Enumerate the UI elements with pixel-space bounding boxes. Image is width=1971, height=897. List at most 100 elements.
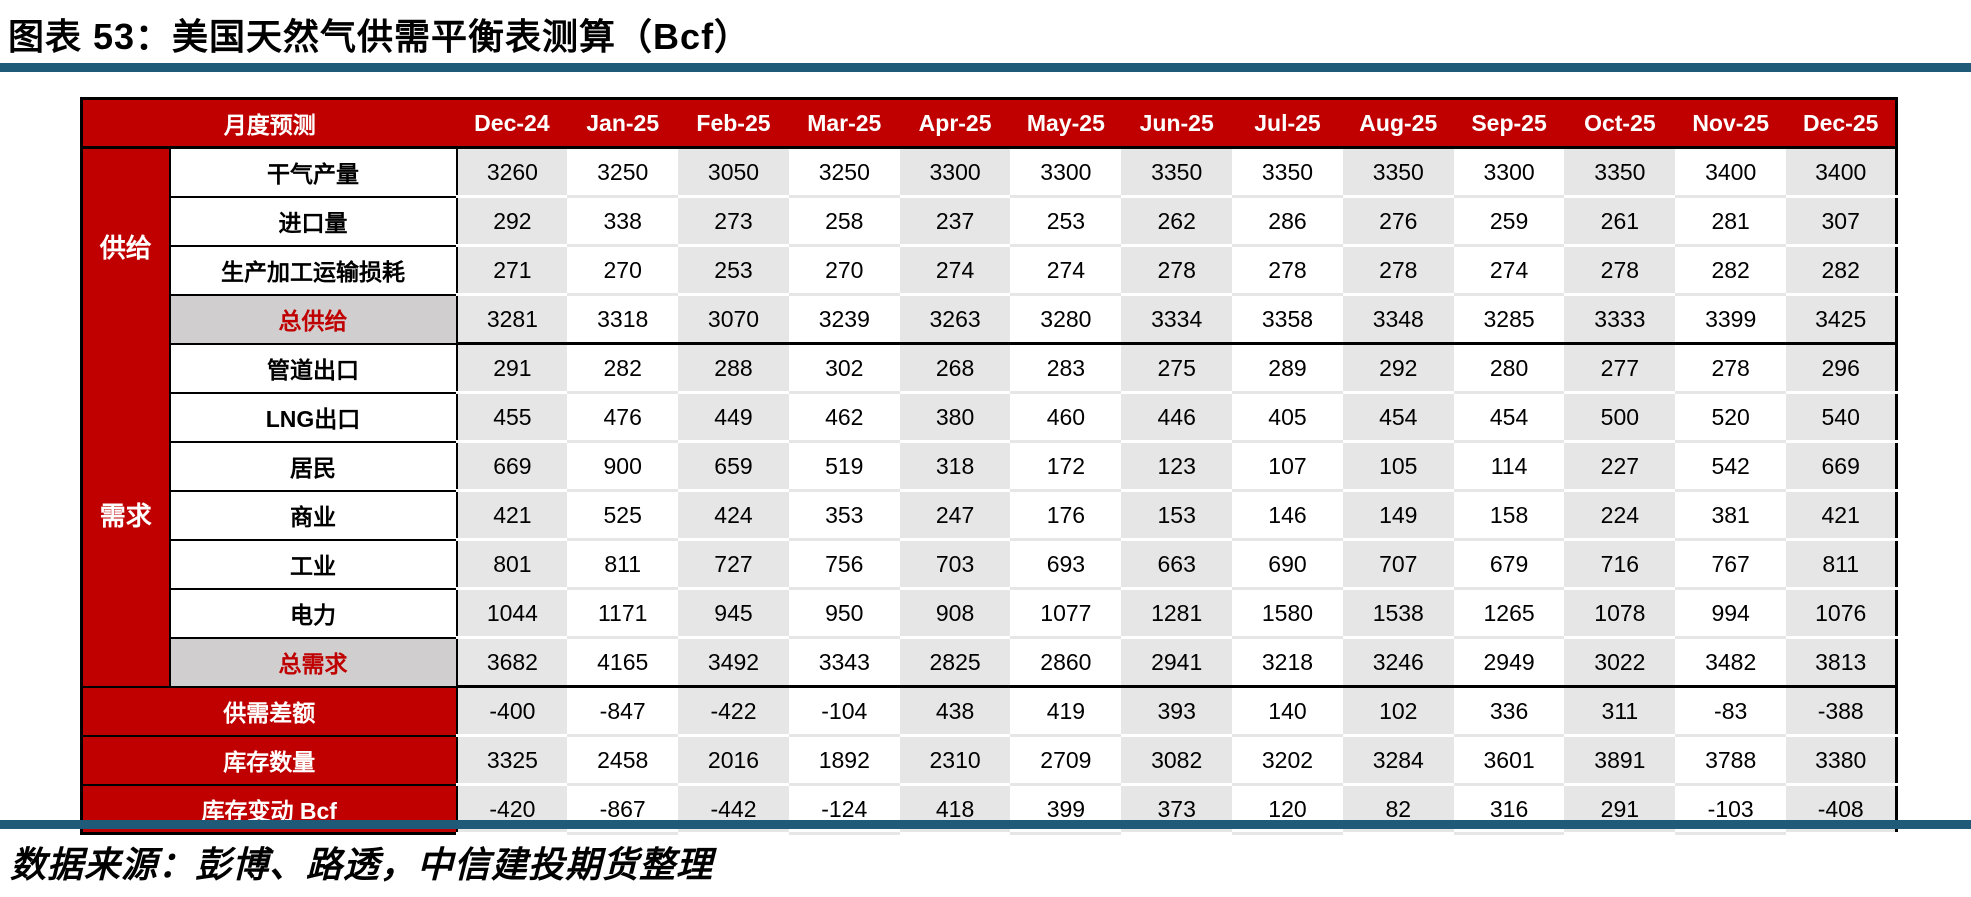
value-cell: 282 — [567, 342, 679, 394]
value-cell: 703 — [899, 539, 1011, 589]
value-cell: 273 — [678, 196, 789, 246]
value-cell: 3285 — [1453, 293, 1565, 345]
value-cell: 3050 — [678, 147, 789, 197]
value-cell: 454 — [1453, 391, 1565, 443]
value-cell: 2949 — [1453, 636, 1565, 688]
row-label-cell: LNG出口 — [168, 391, 458, 443]
value-cell: 172 — [1010, 440, 1122, 492]
value-cell: 3250 — [788, 146, 900, 198]
value-cell: 2825 — [899, 637, 1011, 688]
value-cell: -104 — [788, 685, 900, 737]
value-cell: 261 — [1564, 196, 1676, 246]
value-cell: 3601 — [1453, 734, 1565, 786]
total-row-label-cell: 总供给 — [168, 293, 458, 345]
total-row-label-cell: 总需求 — [168, 636, 458, 688]
month-header-cell: Oct-25 — [1564, 98, 1676, 149]
value-cell: 296 — [1786, 343, 1897, 393]
value-cell: 424 — [678, 490, 789, 540]
value-cell: 4165 — [567, 636, 679, 688]
row-label-cell: 电力 — [168, 587, 458, 639]
value-cell: 3891 — [1564, 735, 1676, 785]
value-cell: 3400 — [1675, 146, 1787, 198]
value-cell: 3218 — [1232, 636, 1343, 688]
value-cell: 500 — [1564, 392, 1676, 442]
month-header-cell: Feb-25 — [678, 98, 789, 149]
value-cell: 727 — [678, 539, 789, 589]
value-cell: 3492 — [678, 637, 789, 688]
value-cell: 292 — [1342, 343, 1454, 393]
value-cell: 338 — [567, 195, 679, 247]
value-cell: 476 — [567, 391, 679, 443]
value-cell: 3325 — [456, 735, 568, 785]
value-cell: 286 — [1232, 195, 1343, 247]
value-cell: 274 — [1453, 244, 1565, 296]
value-cell: 302 — [788, 342, 900, 394]
value-cell: 336 — [1453, 685, 1565, 737]
month-header-cell: Jun-25 — [1121, 98, 1233, 149]
value-cell: 140 — [1232, 685, 1343, 737]
value-cell: 176 — [1010, 489, 1122, 541]
value-cell: 3333 — [1564, 294, 1676, 345]
value-cell: 3350 — [1342, 147, 1454, 197]
value-cell: 146 — [1232, 489, 1343, 541]
value-cell: 3284 — [1342, 735, 1454, 785]
month-header-cell: Jul-25 — [1232, 98, 1343, 149]
value-cell: 3400 — [1786, 147, 1897, 197]
value-cell: 3300 — [1010, 146, 1122, 198]
value-cell: 421 — [1786, 490, 1897, 540]
value-cell: 3250 — [567, 146, 679, 198]
value-cell: 278 — [1342, 245, 1454, 295]
value-cell: 3300 — [1453, 146, 1565, 198]
value-cell: 1265 — [1453, 587, 1565, 639]
value-cell: -388 — [1786, 686, 1897, 736]
value-cell: 446 — [1121, 392, 1233, 442]
value-cell: 2458 — [567, 734, 679, 786]
value-cell: 2016 — [678, 735, 789, 785]
value-cell: 3334 — [1121, 294, 1233, 345]
value-cell: 277 — [1564, 343, 1676, 393]
value-cell: 811 — [1786, 539, 1897, 589]
value-cell: 3022 — [1564, 637, 1676, 688]
value-cell: 393 — [1121, 686, 1233, 736]
value-cell: 280 — [1453, 342, 1565, 394]
row-label-cell: 进口量 — [168, 195, 458, 247]
value-cell: 276 — [1342, 196, 1454, 246]
value-cell: 950 — [788, 587, 900, 639]
value-cell: 663 — [1121, 539, 1233, 589]
value-cell: 3246 — [1342, 637, 1454, 688]
value-cell: 278 — [1232, 244, 1343, 296]
value-cell: 900 — [567, 440, 679, 492]
value-cell: 707 — [1342, 539, 1454, 589]
value-cell: 716 — [1564, 539, 1676, 589]
value-cell: 756 — [788, 538, 900, 590]
value-cell: 3380 — [1786, 735, 1897, 785]
value-cell: 462 — [788, 391, 900, 443]
value-cell: 767 — [1675, 538, 1787, 590]
value-cell: 1580 — [1232, 587, 1343, 639]
value-cell: 454 — [1342, 392, 1454, 442]
value-cell: 438 — [899, 686, 1011, 736]
value-cell: 259 — [1453, 195, 1565, 247]
value-cell: 2860 — [1010, 636, 1122, 688]
value-cell: 693 — [1010, 538, 1122, 590]
value-cell: 1281 — [1121, 588, 1233, 638]
value-cell: 227 — [1564, 441, 1676, 491]
value-cell: 669 — [1786, 441, 1897, 491]
value-cell: 381 — [1675, 489, 1787, 541]
value-cell: 288 — [678, 343, 789, 393]
value-cell: 311 — [1564, 686, 1676, 736]
value-cell: 801 — [456, 539, 568, 589]
value-cell: 3813 — [1786, 637, 1897, 688]
value-cell: 278 — [1675, 342, 1787, 394]
row-label-cell: 生产加工运输损耗 — [168, 244, 458, 296]
value-cell: 994 — [1675, 587, 1787, 639]
month-header-cell: Jan-25 — [567, 98, 679, 149]
value-cell: 1078 — [1564, 588, 1676, 638]
value-cell: 419 — [1010, 685, 1122, 737]
value-cell: 519 — [788, 440, 900, 492]
figure-title: 图表 53：美国天然气供需平衡表测算（Bcf） — [8, 16, 752, 57]
value-cell: 270 — [788, 244, 900, 296]
value-cell: 3318 — [567, 293, 679, 345]
value-cell: 275 — [1121, 343, 1233, 393]
value-cell: -422 — [678, 686, 789, 736]
